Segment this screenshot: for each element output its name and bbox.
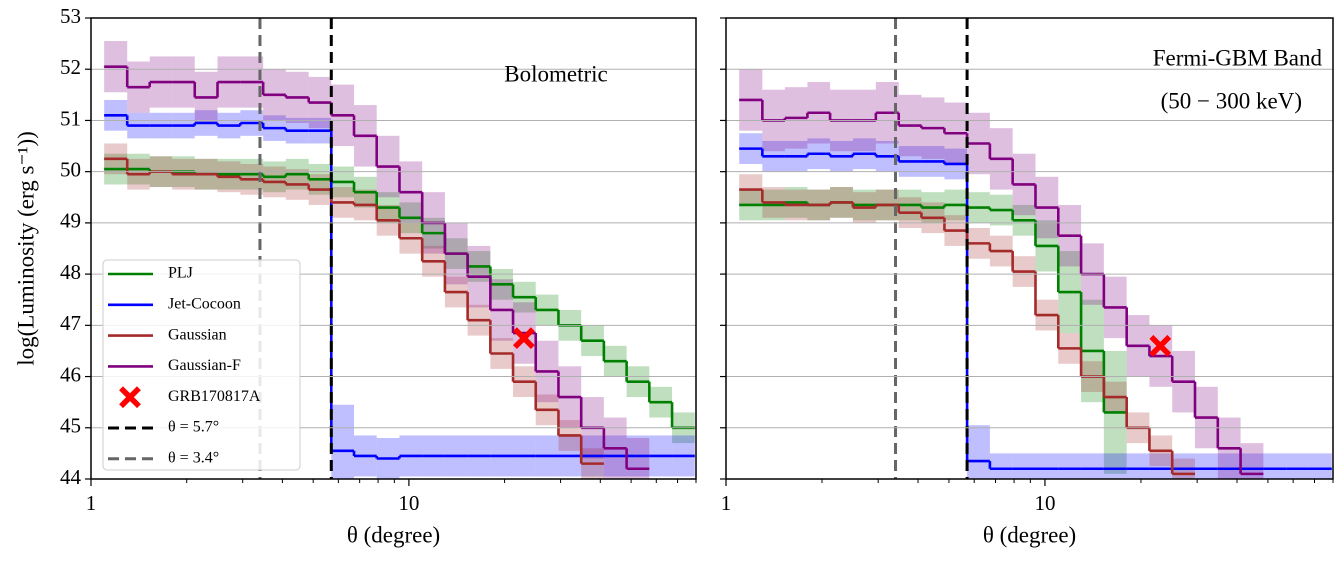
error-band [1217, 453, 1241, 479]
x-tick-label: 10 [1034, 491, 1055, 515]
marker [513, 327, 535, 350]
y-tick-label: 52 [60, 55, 81, 79]
error-band [1194, 453, 1218, 479]
legend-label: GRB170817A [168, 388, 261, 405]
error-band [1286, 453, 1309, 479]
y-tick-label: 44 [60, 465, 82, 489]
legend-label: θ = 5.7° [168, 419, 219, 436]
legend-label: Jet-Cocoon [168, 295, 241, 312]
error-band [1012, 453, 1036, 479]
error-band [1149, 453, 1173, 479]
legend-label: θ = 3.4° [168, 449, 219, 466]
x-tick-label: 1 [86, 491, 97, 515]
legend-label: PLJ [168, 265, 193, 282]
y-tick-label: 46 [60, 362, 81, 386]
y-tick-label: 49 [60, 209, 81, 233]
axes-frame [90, 17, 697, 480]
error-band [1081, 453, 1104, 479]
legend-swatch [119, 386, 141, 409]
legend-label: Gaussian [168, 326, 227, 343]
error-band [1308, 453, 1332, 479]
error-band [989, 453, 1013, 479]
y-tick-label: 47 [60, 311, 81, 335]
plot-area [104, 18, 695, 479]
annotation: Bolometric [504, 61, 607, 86]
annotation: (50 − 300 keV) [1161, 88, 1302, 113]
x-axis-label: θ (degree) [983, 522, 1076, 547]
error-band [1058, 453, 1082, 479]
error-band [967, 425, 990, 479]
x-axis-label: θ (degree) [347, 522, 440, 547]
legend-label: Gaussian-F [168, 357, 241, 374]
plot-area [739, 18, 1332, 479]
x-tick-label: 1 [721, 491, 732, 515]
error-band [1103, 453, 1127, 479]
marker [1149, 334, 1172, 357]
y-tick-label: 45 [60, 414, 81, 438]
legend: PLJ Jet-Cocoon Gaussian Gaussian-F GRB170817… [102, 259, 301, 471]
y-tick-label: 51 [60, 106, 81, 130]
error-band [331, 404, 355, 479]
axes-frame [725, 17, 1334, 480]
x-tick-label: 10 [398, 491, 419, 515]
error-band [1035, 453, 1059, 479]
annotation: Fermi-GBM Band [1153, 45, 1323, 70]
error-band [1263, 453, 1287, 479]
error-band [1126, 453, 1150, 479]
y-tick-label: 48 [60, 260, 81, 284]
y-axis-label: log(Luminosity (erg s⁻¹)) [13, 131, 38, 366]
y-tick-label: 50 [60, 157, 81, 181]
y-tick-label: 53 [60, 4, 81, 28]
legend-box [102, 259, 301, 471]
